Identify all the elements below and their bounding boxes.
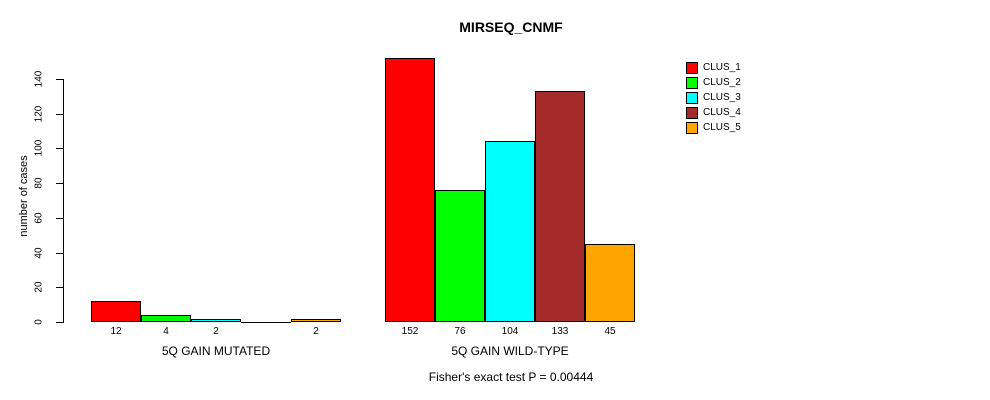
bar-clus_4 [241, 322, 291, 323]
y-tick-mark [56, 322, 63, 323]
bar-value-label: 2 [213, 326, 219, 337]
legend-swatch-clus_2 [686, 76, 698, 89]
legend: CLUS_1 CLUS_2 CLUS_3 CLUS_4 CLUS_5 [686, 60, 741, 135]
legend-swatch-clus_5 [686, 121, 698, 134]
legend-label: CLUS_2 [703, 76, 741, 88]
y-tick-label: 0 [33, 319, 45, 325]
legend-item: CLUS_3 [686, 90, 741, 105]
bar-clus_1 [91, 301, 141, 322]
x-axis-group-label: 5Q GAIN MUTATED [161, 344, 271, 358]
bar-value-label: 2 [313, 326, 319, 337]
y-tick-mark [56, 287, 63, 288]
y-tick-label: 140 [33, 70, 45, 88]
bar-value-label: 152 [401, 326, 419, 337]
legend-item: CLUS_5 [686, 120, 741, 135]
legend-item: CLUS_2 [686, 75, 741, 90]
bar-value-label: 12 [110, 326, 122, 337]
bar-value-label: 76 [454, 326, 466, 337]
bar-clus_4 [535, 91, 585, 322]
y-tick-label: 40 [33, 247, 45, 259]
bar-clus_2 [435, 190, 485, 322]
y-tick-label: 120 [33, 105, 45, 123]
legend-label: CLUS_5 [703, 121, 741, 133]
y-tick-mark [56, 218, 63, 219]
legend-swatch-clus_1 [686, 61, 698, 74]
y-tick-label: 20 [33, 281, 45, 293]
y-tick-mark [56, 253, 63, 254]
y-axis-line [63, 79, 64, 323]
bar-clus_5 [585, 244, 635, 322]
bar-value-label: 133 [551, 326, 569, 337]
y-tick-mark [56, 148, 63, 149]
legend-swatch-clus_3 [686, 91, 698, 104]
bar-clus_5 [291, 319, 341, 322]
legend-item: CLUS_1 [686, 60, 741, 75]
bar-value-label: 104 [501, 326, 519, 337]
bar-value-label: 45 [604, 326, 616, 337]
y-tick-label: 60 [33, 212, 45, 224]
fisher-test-caption: Fisher's exact test P = 0.00444 [428, 370, 594, 384]
bar-value-label: 4 [163, 326, 169, 337]
bar-clus_3 [485, 141, 535, 322]
bar-clus_1 [385, 58, 435, 322]
x-axis-group-label: 5Q GAIN WILD-TYPE [451, 344, 569, 358]
y-axis-label: number of cases [18, 155, 30, 237]
chart-title: MIRSEQ_CNMF [459, 19, 563, 35]
bar-clus_2 [141, 315, 191, 322]
legend-label: CLUS_4 [703, 106, 741, 118]
y-tick-label: 100 [33, 139, 45, 157]
bar-clus_3 [191, 319, 241, 322]
y-tick-mark [56, 114, 63, 115]
legend-swatch-clus_4 [686, 106, 698, 119]
legend-label: CLUS_3 [703, 91, 741, 103]
y-tick-mark [56, 183, 63, 184]
legend-item: CLUS_4 [686, 105, 741, 120]
y-tick-mark [56, 79, 63, 80]
y-tick-label: 80 [33, 177, 45, 189]
legend-label: CLUS_1 [703, 61, 741, 73]
